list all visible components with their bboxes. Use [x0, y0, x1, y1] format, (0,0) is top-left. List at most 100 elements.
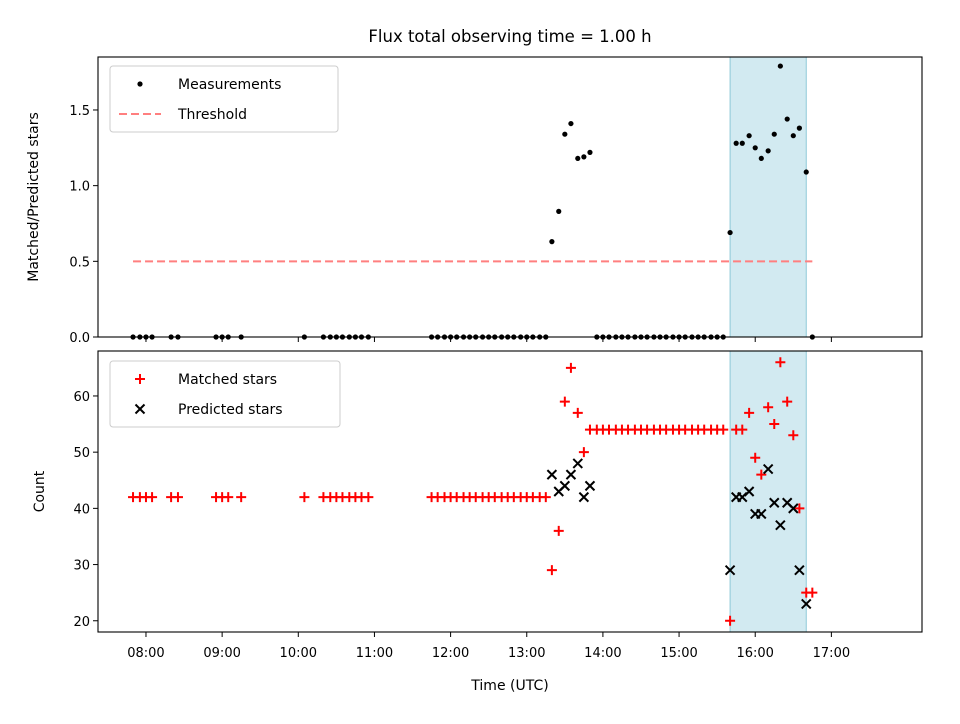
- y-axis-label: Matched/Predicted stars: [26, 112, 42, 282]
- data-point: [572, 407, 583, 418]
- y-tick-label: 40: [73, 502, 90, 517]
- data-point: [733, 140, 739, 146]
- data-point: [223, 492, 234, 503]
- data-point: [584, 480, 596, 492]
- data-point: [587, 149, 593, 155]
- data-point: [575, 155, 581, 162]
- data-point: [750, 452, 761, 463]
- data-point: [724, 564, 736, 576]
- x-tick-label: 17:00: [813, 646, 850, 661]
- data-point: [796, 125, 802, 131]
- data-point: [794, 564, 805, 576]
- data-point: [788, 503, 799, 514]
- data-point: [782, 396, 793, 407]
- data-point: [765, 148, 771, 154]
- data-point: [803, 169, 809, 175]
- legend-box: [109, 360, 341, 428]
- x-tick-label: 14:00: [584, 646, 621, 661]
- data-point: [807, 587, 818, 598]
- x-tick-label: 15:00: [660, 646, 697, 661]
- data-point: [777, 63, 783, 69]
- x-tick-label: 11:00: [356, 646, 393, 661]
- data-point: [725, 615, 736, 626]
- data-point: [794, 503, 805, 514]
- data-point: [752, 145, 758, 151]
- data-point: [769, 497, 780, 508]
- y-tick-label: 60: [73, 390, 90, 405]
- data-point: [363, 492, 374, 503]
- data-point: [758, 155, 764, 162]
- data-point: [568, 120, 574, 127]
- highlight-span: [729, 56, 807, 338]
- legend-marker: [135, 374, 145, 384]
- x-axis-label: Time (UTC): [470, 678, 548, 694]
- data-point: [565, 469, 577, 480]
- data-point: [540, 492, 551, 503]
- data-point: [546, 469, 558, 480]
- legend-marker: [134, 403, 146, 415]
- data-point: [784, 116, 790, 122]
- data-point: [762, 463, 774, 475]
- x-tick-label: 12:00: [432, 646, 469, 661]
- data-point: [562, 131, 568, 137]
- data-point: [559, 480, 571, 492]
- data-point: [572, 458, 583, 469]
- data-point: [769, 419, 780, 430]
- data-point: [581, 154, 587, 160]
- y-tick-label: 0.0: [69, 331, 90, 346]
- data-point: [718, 424, 729, 435]
- data-point: [775, 357, 786, 368]
- data-point: [737, 424, 748, 435]
- legend-label: Predicted stars: [178, 402, 283, 418]
- legend-marker: [137, 81, 143, 87]
- data-point: [559, 396, 570, 407]
- chart-title: Flux total observing time = 1.00 h: [368, 27, 651, 46]
- data-point: [756, 469, 767, 480]
- data-point: [565, 362, 576, 373]
- y-tick-label: 0.5: [69, 255, 90, 270]
- x-tick-label: 09:00: [203, 646, 240, 661]
- data-point: [771, 131, 777, 137]
- data-point: [775, 520, 786, 531]
- data-point: [739, 140, 745, 146]
- data-point: [549, 239, 555, 245]
- data-point: [746, 133, 752, 139]
- data-point: [236, 492, 247, 503]
- x-tick-label: 16:00: [736, 646, 773, 661]
- y-axis-label: Count: [32, 470, 48, 512]
- y-tick-label: 1.5: [69, 104, 90, 119]
- data-point: [743, 486, 755, 497]
- count-panel: 08:00 09:00 10:00 11:00 12:00 13:00 14:00 15:00…: [32, 350, 923, 661]
- data-point: [147, 492, 158, 503]
- data-point: [546, 565, 557, 576]
- data-point: [790, 133, 796, 139]
- data-point: [172, 492, 183, 503]
- legend-label: Matched stars: [178, 372, 277, 388]
- ratio-panel: 0.0 0.5 1.0 1.5 Matched/Predicted stars Measu…: [26, 56, 923, 346]
- legend-label: Measurements: [178, 77, 281, 93]
- legend-label: Threshold: [177, 107, 247, 123]
- y-tick-label: 1.0: [69, 180, 90, 195]
- y-tick-label: 20: [73, 615, 90, 630]
- y-tick-label: 50: [73, 446, 90, 461]
- axes-frame: [97, 56, 923, 338]
- data-point: [578, 447, 589, 458]
- data-point: [299, 492, 310, 503]
- data-point: [727, 229, 733, 236]
- highlight-span: [729, 350, 807, 633]
- x-tick-label: 13:00: [508, 646, 545, 661]
- data-point: [801, 598, 812, 610]
- data-point: [556, 208, 562, 214]
- x-tick-label: 10:00: [280, 646, 317, 661]
- data-point: [788, 430, 799, 441]
- axes-frame: [97, 350, 923, 633]
- data-point: [756, 508, 767, 520]
- y-tick-label: 30: [73, 559, 90, 574]
- data-point: [553, 525, 564, 536]
- data-point: [744, 407, 755, 418]
- data-point: [578, 491, 590, 503]
- x-tick-label: 08:00: [127, 646, 164, 661]
- data-point: [763, 402, 774, 413]
- legend-box: [109, 65, 339, 133]
